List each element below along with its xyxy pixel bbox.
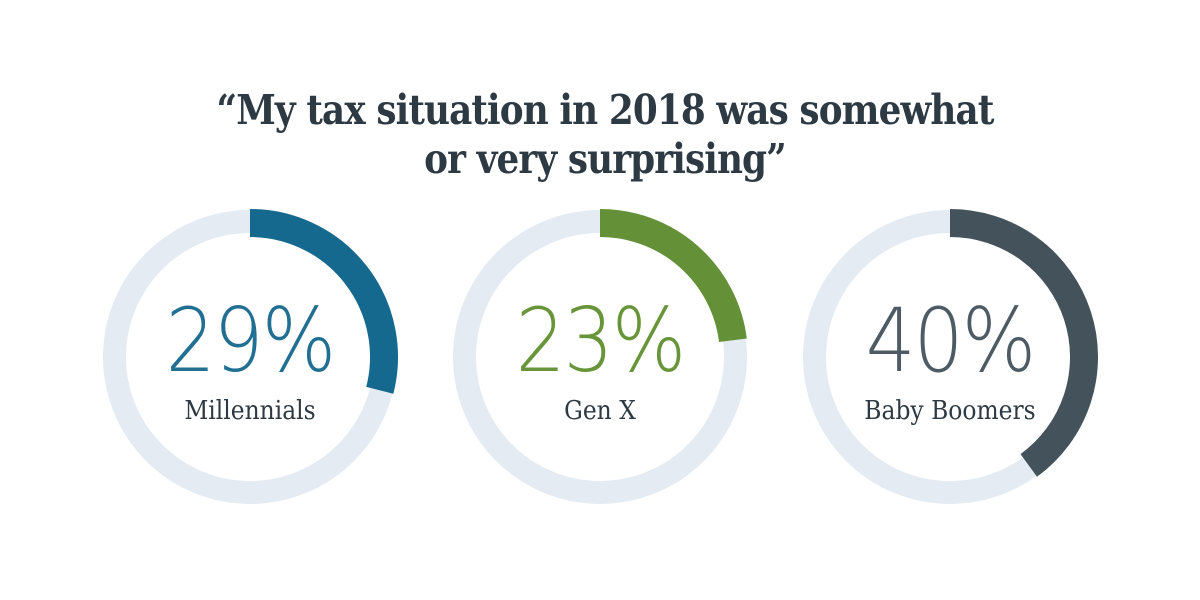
donut-genx-chart: [453, 209, 747, 504]
donut-genx-arc: [599, 209, 747, 343]
donut-millennials-label: Millennials: [184, 396, 316, 426]
chart-title-line1: “My tax situation in 2018 was somewhat: [216, 86, 995, 134]
donut-genx-value: 23%: [515, 289, 687, 392]
donut-babyboomers-arc: [949, 209, 1098, 477]
donut-millennials: 29% Millennials: [100, 207, 400, 507]
donut-genx: 23% Gen X: [450, 207, 750, 507]
donut-babyboomers-label: Baby Boomers: [864, 396, 1036, 426]
donut-babyboomers-chart: [803, 209, 1098, 504]
donut-millennials-chart: [103, 209, 398, 504]
donut-babyboomers: 40% Baby Boomers: [800, 207, 1100, 507]
donut-genx-label: Gen X: [564, 396, 636, 426]
donut-millennials-arc: [249, 209, 398, 394]
chart-title-line2: or very surprising”: [424, 135, 787, 183]
donut-babyboomers-value: 40%: [865, 289, 1037, 392]
donut-genx-track: [453, 210, 747, 504]
donut-millennials-value: 29%: [165, 289, 337, 392]
chart-title: “My tax situation in 2018 was somewhat o…: [82, 86, 1128, 184]
